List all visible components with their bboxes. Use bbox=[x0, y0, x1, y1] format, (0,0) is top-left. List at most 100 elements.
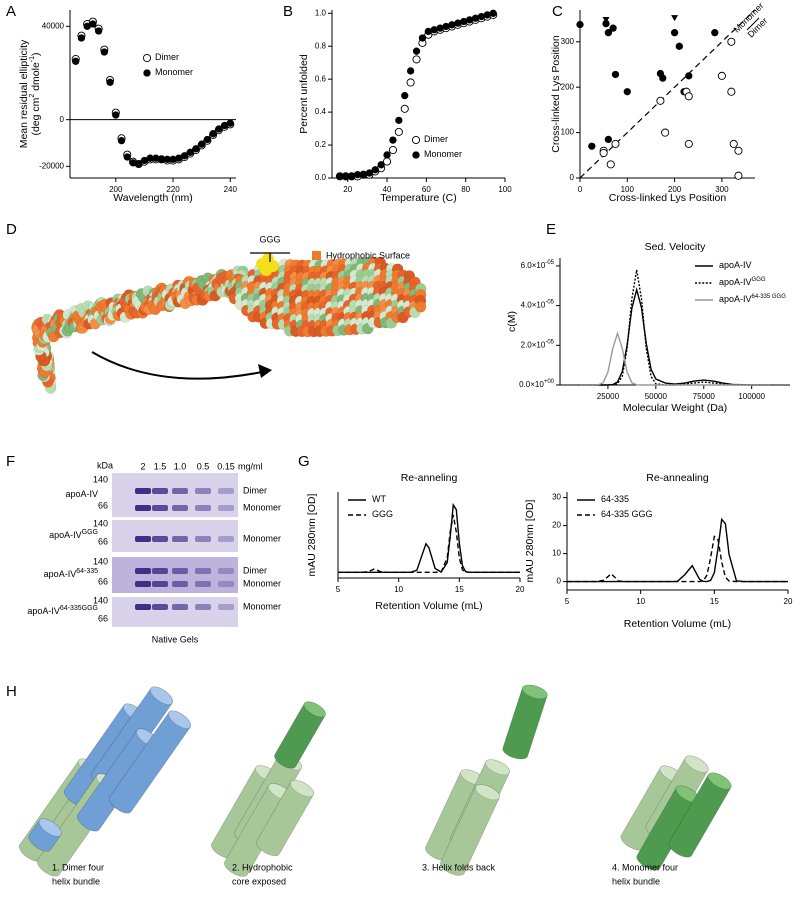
point bbox=[711, 29, 719, 37]
gel-name-text: apoA-IV bbox=[49, 530, 82, 540]
point bbox=[717, 71, 726, 80]
tick-label-exponent: -05 bbox=[545, 299, 554, 305]
x-axis-label: Wavelength (nm) bbox=[113, 192, 193, 204]
gel bbox=[112, 557, 238, 593]
x-axis-label: Cross-linked Lys Position bbox=[609, 192, 727, 204]
tick-label: 300 bbox=[561, 37, 575, 46]
tick-label: 20 bbox=[343, 185, 352, 194]
tick-label: 2.0×10-05 bbox=[521, 339, 555, 350]
point bbox=[106, 78, 114, 86]
legend-label: Monomer bbox=[424, 149, 462, 159]
y-axis-label: c(M) bbox=[506, 311, 518, 332]
point bbox=[684, 92, 693, 101]
point bbox=[342, 172, 350, 181]
point bbox=[606, 160, 615, 169]
helix-cap bbox=[475, 784, 500, 801]
point bbox=[734, 146, 743, 155]
point bbox=[430, 26, 438, 34]
legend-name-sup: GGG bbox=[752, 277, 766, 283]
step-caption: 4. Monomer four bbox=[612, 862, 678, 872]
protein-surface bbox=[31, 253, 427, 394]
y-axis-label-sup: -1 bbox=[29, 56, 36, 62]
tick-label: 20 bbox=[552, 521, 561, 530]
band-label: Monomer bbox=[243, 502, 281, 512]
band bbox=[172, 488, 188, 494]
legend-name: Dimer bbox=[155, 52, 179, 62]
point bbox=[348, 172, 356, 181]
point bbox=[365, 169, 374, 177]
diagonal bbox=[579, 9, 756, 179]
point bbox=[448, 21, 456, 29]
diagonal-tick bbox=[746, 17, 760, 31]
band bbox=[152, 568, 168, 574]
tick-label: 100 bbox=[498, 185, 512, 194]
y-axis-label: (deg cm2 dmole-1) bbox=[29, 52, 42, 135]
line bbox=[579, 331, 771, 386]
y-axis-label: Cross-linked Lys Position bbox=[550, 35, 562, 153]
point bbox=[727, 37, 736, 46]
marker-size: 140 bbox=[93, 474, 108, 484]
tick-label-exponent: +00 bbox=[544, 379, 555, 385]
marker-size: 66 bbox=[98, 536, 108, 546]
gel-name-text: apoA-IV bbox=[65, 489, 98, 499]
marker-size: 140 bbox=[93, 518, 108, 528]
point bbox=[489, 9, 497, 17]
point bbox=[442, 22, 450, 31]
point bbox=[395, 116, 403, 125]
chart bbox=[337, 492, 521, 582]
tick-label: 0.8 bbox=[315, 41, 327, 50]
point bbox=[142, 53, 152, 63]
band bbox=[195, 568, 211, 574]
point bbox=[389, 136, 397, 144]
point bbox=[401, 91, 409, 100]
point bbox=[383, 151, 391, 159]
marker-unit: kDa bbox=[97, 460, 113, 470]
band bbox=[218, 505, 234, 511]
point bbox=[727, 87, 736, 96]
band bbox=[172, 568, 188, 574]
point bbox=[406, 78, 415, 87]
point bbox=[611, 70, 620, 79]
point bbox=[602, 16, 610, 23]
y-axis-label: mAU 280nm [OD] bbox=[306, 493, 318, 576]
tick-label: 200 bbox=[668, 185, 682, 194]
tick-label: 60 bbox=[422, 185, 431, 194]
point bbox=[359, 171, 368, 179]
helix bbox=[28, 818, 62, 852]
point bbox=[604, 29, 613, 37]
tick-label-exponent: -05 bbox=[545, 339, 554, 345]
marker-size: 66 bbox=[98, 613, 108, 623]
point bbox=[424, 27, 432, 36]
tick-label: -20000 bbox=[39, 161, 64, 170]
point bbox=[418, 34, 427, 42]
tick-label: 15 bbox=[455, 585, 464, 594]
step-caption: helix bundle bbox=[612, 876, 660, 886]
point bbox=[623, 88, 631, 96]
tick-label: 0.0×10+00 bbox=[519, 379, 555, 390]
chart bbox=[576, 9, 760, 182]
legend-name-sup: 64-335 GGG bbox=[752, 294, 787, 300]
point bbox=[588, 142, 596, 150]
step-caption: 3. Helix folds back bbox=[422, 862, 496, 872]
panel-label: D bbox=[6, 221, 17, 238]
y-axis-label-part: ) bbox=[30, 52, 42, 56]
step-caption: helix bundle bbox=[52, 876, 100, 886]
point bbox=[394, 127, 403, 136]
point bbox=[576, 20, 584, 29]
band bbox=[195, 505, 211, 511]
tick-label: 300 bbox=[715, 185, 729, 194]
point bbox=[336, 172, 344, 181]
tick-label-text: 6.0×10 bbox=[521, 261, 546, 270]
legend-name: Dimer bbox=[424, 134, 448, 144]
helix bbox=[255, 779, 315, 857]
point bbox=[670, 29, 679, 37]
concentration: 1.5 bbox=[154, 461, 167, 471]
point bbox=[192, 145, 200, 153]
panel-label: C bbox=[552, 3, 563, 20]
legend-label: 64-335 bbox=[601, 494, 629, 504]
legend-label: apoA-IV bbox=[719, 260, 752, 270]
point bbox=[215, 125, 223, 133]
helix-cap bbox=[684, 755, 709, 773]
